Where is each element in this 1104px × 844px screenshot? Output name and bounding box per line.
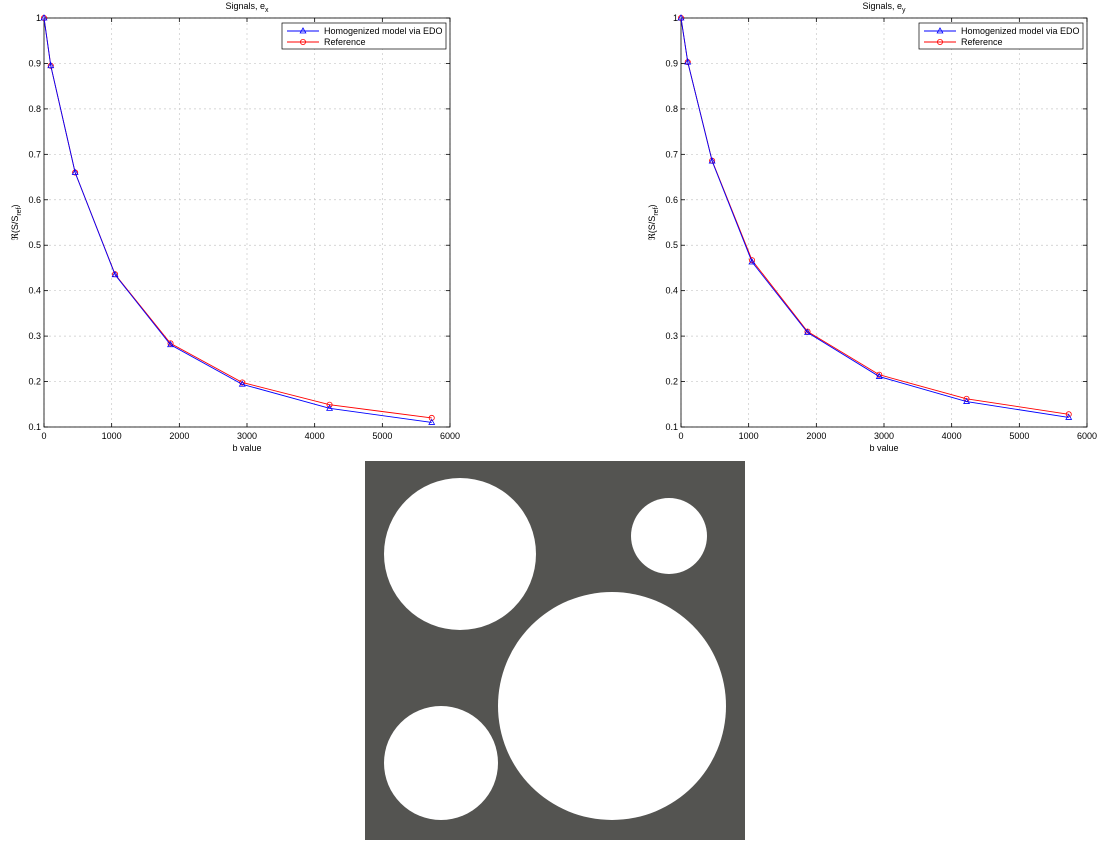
y-tick-label: 0.3: [665, 331, 678, 341]
y-tick-label: 0.9: [665, 58, 678, 68]
y-tick-label: 0.1: [665, 422, 678, 432]
x-tick-label: 0: [678, 431, 683, 441]
y-tick-label: 1: [673, 13, 678, 23]
x-tick-label: 1000: [102, 431, 122, 441]
legend-label-model: Homogenized model via EDO: [324, 26, 443, 36]
x-axis-label: b value: [232, 443, 261, 453]
plots-area: 0 1000 2000 3000 4000 5000 6000 0.1 0.2 0.3 0.4 0.5…: [10, 1, 1097, 453]
y-tick-label: 0.2: [28, 377, 41, 387]
inclusion-circle-top-left: [384, 478, 536, 630]
inclusion-circle-center-large: [498, 592, 726, 820]
data-point-reference: [167, 340, 174, 347]
data-point-reference: [326, 401, 333, 408]
data-point-model: [326, 404, 334, 411]
series-line-model: [680, 17, 1069, 418]
data-point-model: [875, 372, 883, 379]
data-point-model: [684, 58, 692, 65]
y-tick-label: 0.8: [665, 104, 678, 114]
y-tick-label: 0.6: [665, 195, 678, 205]
inclusion-circle-bottom-left: [384, 706, 498, 820]
x-tick-label: 4000: [942, 431, 962, 441]
data-point-model: [804, 328, 812, 335]
data-point-model: [238, 380, 246, 387]
data-point-model: [748, 258, 756, 265]
inclusions-geometry-image: [365, 461, 745, 840]
inclusion-circle-top-right: [631, 498, 707, 574]
x-tick-label: 5000: [372, 431, 392, 441]
series-line-model: [43, 17, 432, 423]
x-tick-label: 0: [41, 431, 46, 441]
x-axis-label: b value: [869, 443, 898, 453]
y-tick-label: 0.7: [28, 149, 41, 159]
y-tick-label: 0.6: [28, 195, 41, 205]
x-tick-label: 2000: [169, 431, 189, 441]
legend-marker-reference: [937, 39, 944, 46]
x-tick-label: 6000: [440, 431, 460, 441]
legend-marker-model: [936, 27, 944, 34]
chart-title: Signals, ex: [225, 1, 269, 14]
x-tick-label: 5000: [1009, 431, 1029, 441]
data-point-reference: [428, 414, 435, 421]
data-point-model: [71, 168, 79, 175]
y-tick-label: 0.4: [665, 286, 678, 296]
x-tick-label: 3000: [874, 431, 894, 441]
y-tick-label: 0.5: [665, 240, 678, 250]
data-point-model: [111, 270, 119, 278]
data-point-model: [708, 157, 716, 164]
data-point-reference: [749, 257, 756, 264]
legend-label-reference: Reference: [961, 37, 1003, 47]
data-point-model: [167, 340, 175, 348]
y-axis-label: ℜ(S/Sref): [10, 204, 23, 240]
data-point-reference: [1065, 411, 1072, 418]
legend-marker-model: [299, 27, 307, 34]
legend-marker-reference: [299, 39, 306, 46]
legend-box: [281, 22, 447, 50]
data-point-model: [40, 14, 48, 21]
y-tick-label: 0.2: [665, 377, 678, 387]
x-tick-label: 3000: [237, 431, 257, 441]
x-tick-label: 4000: [305, 431, 325, 441]
legend-box: [918, 22, 1084, 50]
data-point-model: [677, 14, 685, 21]
chart-title: Signals, ey: [862, 1, 906, 14]
y-tick-label: 0.7: [665, 149, 678, 159]
x-tick-label: 6000: [1077, 431, 1097, 441]
y-tick-label: 0.8: [28, 104, 41, 114]
y-tick-label: 1: [36, 13, 41, 23]
data-point-model: [47, 61, 55, 69]
y-tick-label: 0.1: [28, 422, 41, 432]
y-tick-label: 0.3: [28, 331, 41, 341]
data-point-model: [428, 418, 436, 425]
y-axis-label: ℜ(S/Sref): [647, 204, 660, 240]
y-tick-label: 0.4: [28, 286, 41, 296]
legend-label-reference: Reference: [324, 37, 366, 47]
y-tick-label: 0.5: [28, 240, 41, 250]
legend-label-model: Homogenized model via EDO: [961, 26, 1080, 36]
x-tick-label: 1000: [739, 431, 759, 441]
y-tick-label: 0.9: [28, 58, 41, 68]
chart-signals-ex: 0 1000 2000 3000 4000 5000 6000 0.1 0.2 0.3 0.4 0.5…: [10, 1, 460, 453]
chart-signals-ey: 0 1000 2000 3000 4000 5000 6000 0.1 0.2 0.3 0.4 0.5…: [647, 1, 1097, 453]
x-tick-label: 2000: [806, 431, 826, 441]
data-point-model: [963, 397, 971, 404]
data-point-model: [1065, 413, 1073, 420]
